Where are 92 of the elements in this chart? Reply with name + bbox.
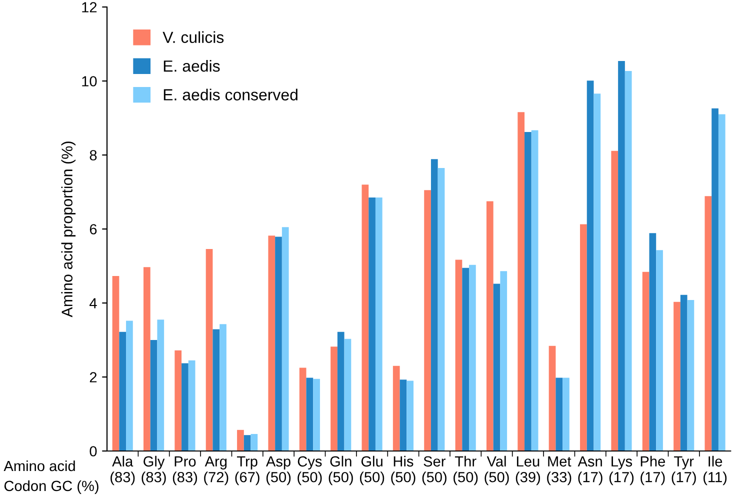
x-tick-label: Ile (11)	[704, 456, 727, 486]
bar	[299, 368, 306, 451]
y-tick-label: 2	[90, 372, 97, 382]
y-tick-label: 0	[90, 446, 97, 456]
bar	[212, 329, 220, 451]
bar	[624, 71, 632, 451]
x-tick-label: Ala (83)	[110, 456, 135, 486]
bar	[524, 132, 532, 451]
bar	[362, 184, 369, 451]
bar	[580, 224, 587, 451]
bar	[206, 248, 213, 451]
bar	[250, 434, 258, 451]
bar	[119, 332, 126, 451]
bar	[548, 346, 556, 451]
legend-label: E. aedis conserved	[164, 88, 298, 100]
x-tick-label: Leu (39)	[516, 456, 540, 486]
bar	[368, 198, 376, 451]
bar	[518, 112, 525, 451]
x-tick-label: Glu (50)	[360, 456, 384, 486]
y-axis-title: Amino acid proportion (%)	[61, 142, 76, 318]
bar	[174, 350, 182, 451]
text: Amino acid Codon GC (%)	[4, 460, 98, 494]
bar	[330, 346, 338, 451]
bar	[462, 268, 470, 451]
bar	[375, 198, 382, 451]
bar	[157, 320, 164, 451]
bar	[500, 271, 508, 451]
bar	[586, 80, 594, 451]
bar	[182, 363, 188, 451]
bar	[469, 264, 476, 451]
bar	[112, 276, 120, 451]
bar	[687, 300, 694, 451]
bar	[594, 94, 601, 451]
x-tick-label: Met (33)	[547, 456, 572, 486]
y-tick-label: 8	[90, 150, 97, 160]
y-tick-label: 6	[90, 224, 97, 234]
bar	[438, 168, 445, 451]
x-tick-label: Lys (17)	[609, 456, 634, 486]
bar	[126, 320, 133, 451]
x-tick-label: Tyr (17)	[672, 456, 696, 486]
bar	[188, 360, 196, 451]
x-tick-label: Thr (50)	[454, 456, 478, 486]
bar	[556, 378, 563, 451]
bar	[237, 430, 244, 451]
legend-label: E. aedis	[164, 60, 220, 72]
y-tick-label: 4	[90, 298, 97, 308]
bar	[493, 284, 500, 451]
bar	[282, 227, 289, 451]
bar	[275, 236, 282, 451]
bar	[244, 435, 251, 451]
bar	[220, 324, 226, 451]
x-tick-label: Pro (83)	[172, 456, 198, 486]
bar	[562, 378, 570, 451]
bar	[344, 338, 352, 451]
bar	[680, 294, 688, 451]
legend-label: V. culicis	[162, 31, 224, 44]
bar	[531, 130, 538, 451]
x-tick-label: Asp (50)	[266, 456, 291, 486]
bar	[486, 201, 494, 451]
x-tick-label: Gln (50)	[328, 456, 353, 486]
x-tick-label: Gly (83)	[142, 456, 166, 486]
x-tick-label: Val (50)	[484, 456, 509, 486]
x-tick-label: Trp (67)	[235, 456, 260, 486]
bar	[392, 366, 400, 451]
x-tick-label: Asn (17)	[578, 456, 602, 486]
bar	[618, 61, 625, 451]
bar	[704, 196, 712, 451]
bar	[656, 250, 663, 451]
x-tick-label: Ser (50)	[422, 456, 446, 486]
bar	[400, 380, 407, 451]
bar	[712, 108, 718, 451]
bar	[268, 236, 276, 451]
x-tick-label: Phe (17)	[640, 456, 665, 486]
bar	[313, 378, 320, 451]
y-tick-label: 12	[82, 2, 97, 12]
y-tick-label: 10	[82, 76, 97, 86]
bar	[611, 150, 618, 451]
bar	[337, 332, 344, 451]
x-tick-label: Arg (72)	[204, 456, 228, 486]
bar	[649, 233, 656, 451]
bar	[674, 302, 680, 451]
x-tick-label: Cys (50)	[298, 456, 322, 486]
bar	[430, 159, 438, 451]
bar	[642, 272, 650, 451]
bar	[150, 340, 158, 451]
bar	[718, 114, 726, 451]
x-tick-label: His (50)	[391, 456, 416, 486]
bar	[455, 260, 462, 451]
bar	[143, 267, 150, 451]
bar	[424, 190, 431, 451]
bar	[306, 378, 314, 451]
bar	[406, 380, 414, 451]
